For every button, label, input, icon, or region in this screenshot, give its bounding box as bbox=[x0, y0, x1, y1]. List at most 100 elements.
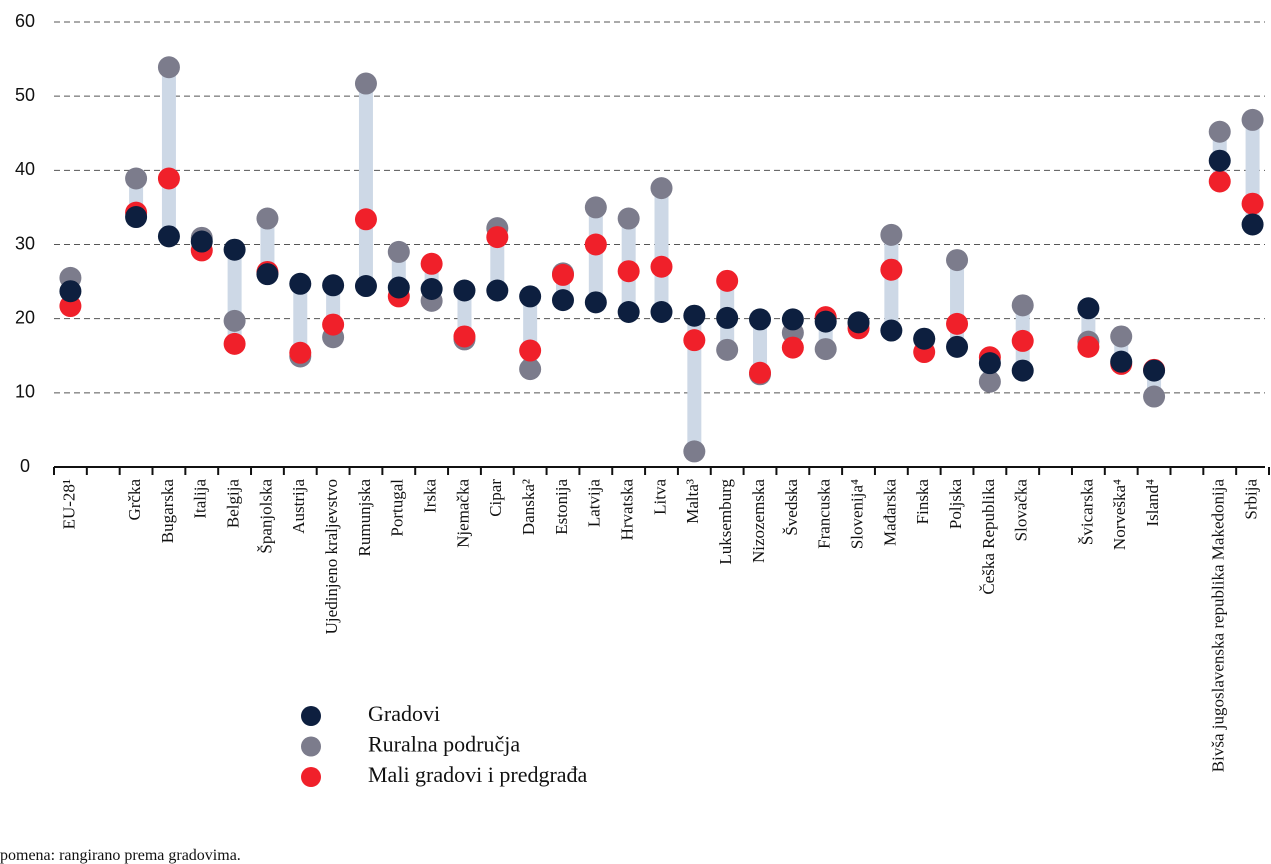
dot bbox=[1208, 120, 1231, 143]
x-tick-label: Irska bbox=[421, 479, 440, 513]
dot bbox=[1110, 325, 1133, 348]
dot bbox=[322, 313, 345, 336]
dot bbox=[1011, 329, 1034, 352]
x-tick-label: Poljska bbox=[946, 479, 965, 530]
y-tick-label: 30 bbox=[15, 233, 35, 253]
dot bbox=[880, 319, 903, 342]
dot bbox=[519, 285, 542, 308]
x-tick-label: Slovačka bbox=[1012, 479, 1031, 542]
x-tick-label: Švicarska bbox=[1077, 479, 1096, 546]
x-tick-label: Češka Republika bbox=[979, 479, 998, 595]
legend-swatch bbox=[301, 767, 321, 787]
x-tick-label: Bugarska bbox=[158, 479, 177, 544]
dot bbox=[519, 358, 542, 381]
dot bbox=[1208, 170, 1231, 193]
x-tick-label: Finska bbox=[913, 479, 932, 525]
dot bbox=[223, 238, 246, 261]
x-tick-label: Latvija bbox=[585, 479, 604, 528]
dot bbox=[584, 291, 607, 314]
x-tick-label: Španjolska bbox=[256, 479, 275, 554]
dot bbox=[486, 279, 509, 302]
dot bbox=[289, 341, 312, 364]
dot bbox=[584, 196, 607, 219]
dot bbox=[1241, 108, 1264, 131]
dot bbox=[125, 167, 148, 190]
dot bbox=[551, 289, 574, 312]
x-tick-label: Danska² bbox=[519, 479, 538, 535]
dot bbox=[223, 309, 246, 332]
x-tick-label: Slovenija⁴ bbox=[847, 479, 866, 549]
dot bbox=[617, 207, 640, 230]
x-tick-label: Rumunjska bbox=[355, 479, 374, 557]
dot bbox=[880, 258, 903, 281]
x-tick-label: Grčka bbox=[125, 479, 144, 521]
note: pomena: rangirano prema gradovima. bbox=[0, 847, 241, 864]
x-tick-label: Švedska bbox=[782, 479, 801, 536]
dot bbox=[1241, 213, 1264, 236]
dot bbox=[617, 300, 640, 323]
y-tick-label: 0 bbox=[20, 456, 30, 476]
dot bbox=[650, 177, 673, 200]
dot bbox=[650, 300, 673, 323]
x-tick-label: Norveška⁴ bbox=[1110, 479, 1129, 550]
dot bbox=[289, 272, 312, 295]
x-tick-label: Nizozemska bbox=[749, 479, 768, 563]
dot bbox=[486, 226, 509, 249]
x-tick-label: Austrija bbox=[289, 479, 308, 534]
dot bbox=[584, 233, 607, 256]
dot bbox=[749, 361, 772, 384]
y-tick-label: 60 bbox=[15, 11, 35, 31]
dot bbox=[59, 280, 82, 303]
dot bbox=[1110, 350, 1133, 373]
dot bbox=[683, 304, 706, 327]
legend-swatch bbox=[301, 736, 321, 757]
x-tick-label: Francuska bbox=[815, 479, 834, 549]
x-tick-label: Srbija bbox=[1241, 479, 1260, 520]
dot bbox=[453, 325, 476, 348]
x-tick-label: Italija bbox=[191, 479, 210, 519]
dot bbox=[978, 370, 1001, 393]
legend-label: Ruralna područja bbox=[368, 732, 520, 757]
dot bbox=[157, 167, 180, 190]
dot bbox=[1241, 192, 1264, 215]
y-tick-label: 10 bbox=[15, 382, 35, 402]
x-tick-label: Malta³ bbox=[683, 479, 702, 524]
dot bbox=[716, 269, 739, 292]
y-tick-label: 50 bbox=[15, 85, 35, 105]
dot bbox=[322, 274, 345, 297]
dot bbox=[814, 338, 837, 361]
dot bbox=[913, 327, 936, 350]
dot bbox=[781, 308, 804, 331]
dot bbox=[190, 230, 213, 253]
legend-label: Gradovi bbox=[368, 701, 440, 726]
dot bbox=[1143, 385, 1166, 408]
x-tick-label: Estonija bbox=[552, 479, 571, 535]
x-tick-label: EU-28¹ bbox=[59, 479, 78, 529]
dot bbox=[125, 206, 148, 229]
dot bbox=[354, 72, 377, 95]
legend-swatch bbox=[301, 706, 321, 726]
x-tick-label: Cipar bbox=[486, 479, 505, 517]
dot bbox=[1011, 359, 1034, 382]
x-tick-label: Hrvatska bbox=[618, 479, 637, 541]
dot bbox=[1077, 297, 1100, 320]
dot bbox=[420, 278, 443, 300]
dot bbox=[946, 335, 969, 358]
legend-label: Mali gradovi i predgrađa bbox=[368, 762, 588, 787]
dot bbox=[420, 252, 443, 275]
dot bbox=[387, 276, 410, 299]
dot bbox=[354, 208, 377, 231]
dot bbox=[157, 225, 180, 248]
x-tick-label: Litva bbox=[650, 479, 669, 515]
dot bbox=[256, 207, 279, 230]
dot bbox=[617, 260, 640, 283]
dot bbox=[1077, 335, 1100, 358]
x-tick-label: Bivša jugoslavenska republika Makedonija bbox=[1209, 479, 1228, 773]
dot bbox=[519, 339, 542, 362]
dot bbox=[716, 306, 739, 329]
y-tick-label: 20 bbox=[15, 307, 35, 327]
dot bbox=[650, 255, 673, 278]
x-tick-label: Island⁴ bbox=[1143, 479, 1162, 527]
y-tick-label: 40 bbox=[15, 159, 35, 179]
dot bbox=[781, 336, 804, 359]
